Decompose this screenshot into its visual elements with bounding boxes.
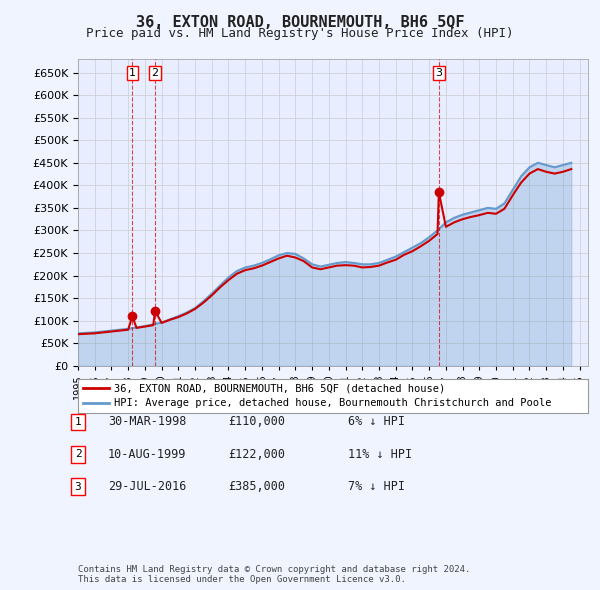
- Text: 3: 3: [74, 482, 82, 491]
- Text: 30-MAR-1998: 30-MAR-1998: [108, 415, 187, 428]
- Text: 36, EXTON ROAD, BOURNEMOUTH, BH6 5QF: 36, EXTON ROAD, BOURNEMOUTH, BH6 5QF: [136, 15, 464, 30]
- Text: 1: 1: [74, 417, 82, 427]
- Text: 10-AUG-1999: 10-AUG-1999: [108, 448, 187, 461]
- Text: 36, EXTON ROAD, BOURNEMOUTH, BH6 5QF (detached house): 36, EXTON ROAD, BOURNEMOUTH, BH6 5QF (de…: [114, 384, 445, 394]
- Text: 29-JUL-2016: 29-JUL-2016: [108, 480, 187, 493]
- Text: £385,000: £385,000: [228, 480, 285, 493]
- Text: 7% ↓ HPI: 7% ↓ HPI: [348, 480, 405, 493]
- Text: £110,000: £110,000: [228, 415, 285, 428]
- Text: 2: 2: [152, 68, 158, 78]
- Text: HPI: Average price, detached house, Bournemouth Christchurch and Poole: HPI: Average price, detached house, Bour…: [114, 398, 551, 408]
- Text: 2: 2: [74, 450, 82, 459]
- Text: 11% ↓ HPI: 11% ↓ HPI: [348, 448, 412, 461]
- Text: Contains HM Land Registry data © Crown copyright and database right 2024.
This d: Contains HM Land Registry data © Crown c…: [78, 565, 470, 584]
- Text: 6% ↓ HPI: 6% ↓ HPI: [348, 415, 405, 428]
- Text: £122,000: £122,000: [228, 448, 285, 461]
- Text: 1: 1: [129, 68, 136, 78]
- Text: Price paid vs. HM Land Registry's House Price Index (HPI): Price paid vs. HM Land Registry's House …: [86, 27, 514, 40]
- Text: 3: 3: [436, 68, 442, 78]
